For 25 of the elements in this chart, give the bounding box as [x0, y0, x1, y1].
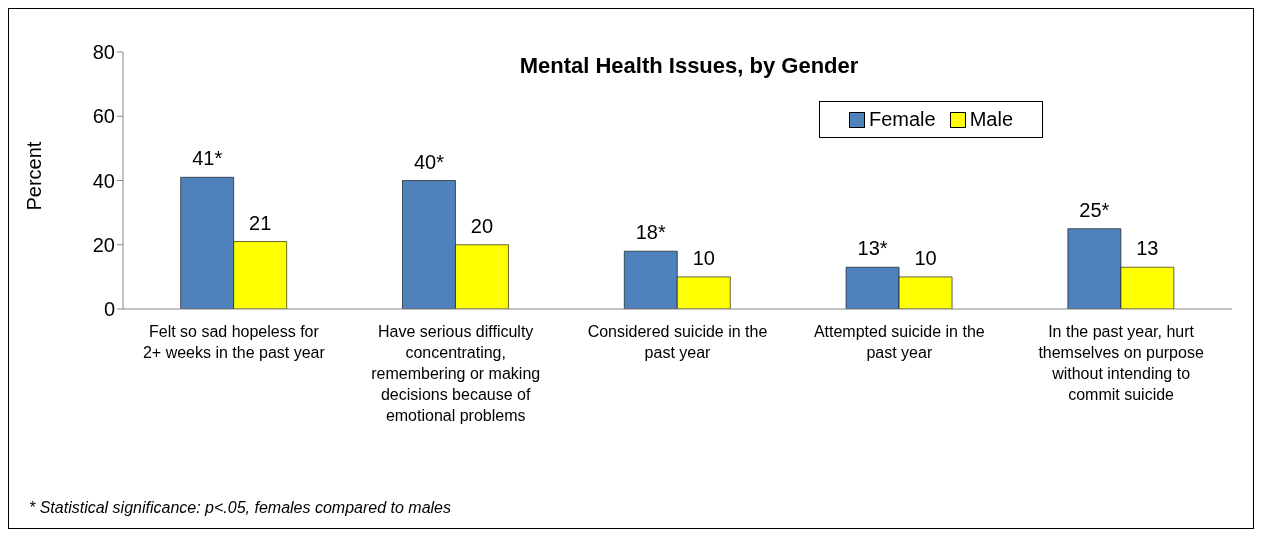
- text: * Statistical significance: p<.05, females compared to males: [29, 499, 451, 517]
- y-axis-title: Percent: [23, 141, 46, 211]
- data-label: 25*: [1079, 198, 1110, 221]
- x-tick-label: Attempted suicide in the past year: [813, 323, 985, 361]
- y-tick-label: 0: [103, 298, 115, 321]
- data-label: 18*: [635, 221, 666, 244]
- legend-label: Female: [867, 108, 936, 131]
- data-label: 20: [470, 214, 494, 237]
- data-label: 21: [249, 211, 272, 234]
- y-tick-label: 40: [92, 169, 115, 192]
- legend-label: Male: [968, 108, 1014, 131]
- x-tick-label: Felt so sad hopeless for 2+ weeks in the past year: [142, 323, 326, 361]
- data-label: 41*: [192, 147, 223, 170]
- y-tick-label: 60: [92, 105, 115, 128]
- data-label: 10: [692, 246, 715, 269]
- y-tick-label: 20: [92, 233, 115, 256]
- y-tick-label: 80: [92, 41, 115, 64]
- data-label: 10: [914, 246, 937, 269]
- data-label: 13: [1136, 237, 1159, 260]
- x-tick-label: In the past year, hurt themselves on purpose without intending to commit suicide: [1038, 323, 1204, 403]
- data-label: 40*: [413, 150, 445, 173]
- x-tick-label: Considered suicide in the past year: [587, 323, 768, 361]
- data-label: 13*: [857, 237, 888, 260]
- x-tick-label: Have serious difficulty concentrating, remembering or making decisions because of emotional problems: [371, 323, 541, 424]
- chart-title: Mental Health Issues, by Gender: [519, 53, 859, 78]
